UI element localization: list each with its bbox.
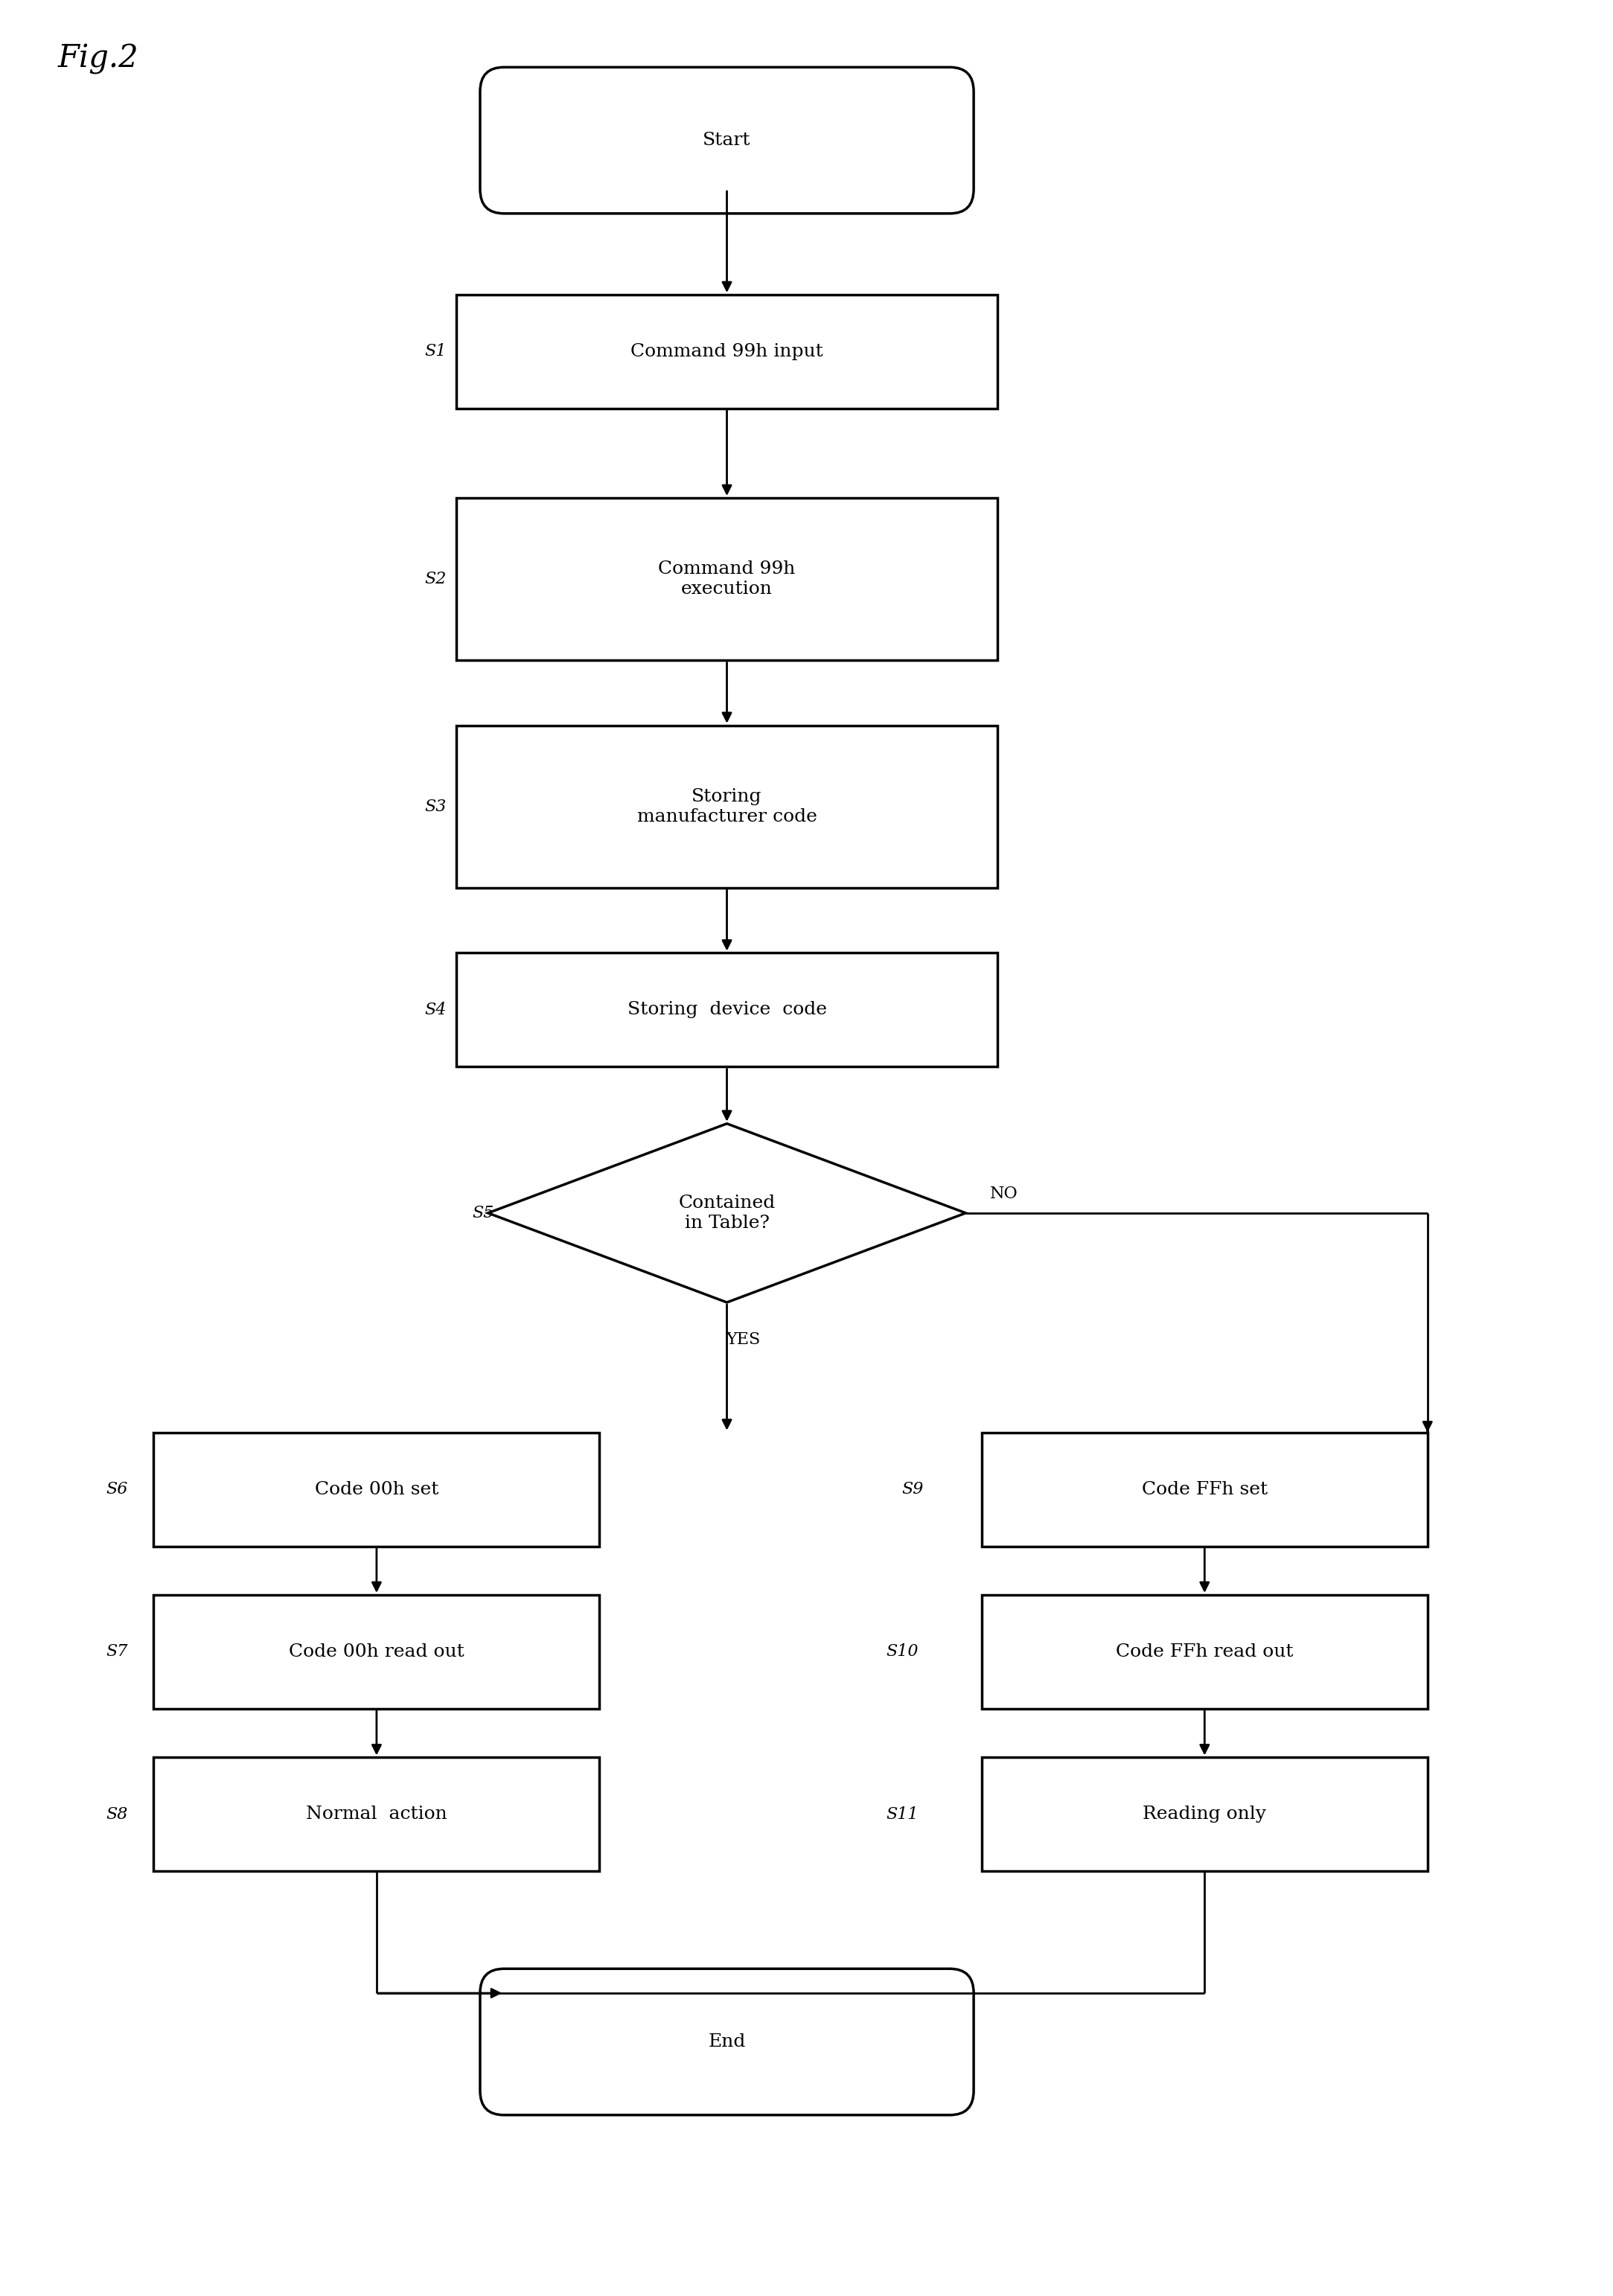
Text: S1: S1 — [424, 344, 447, 360]
Bar — [456, 294, 997, 409]
Text: Start: Start — [703, 131, 752, 149]
Bar — [456, 498, 997, 661]
Bar — [982, 1596, 1428, 1708]
Text: Storing
manufacturer code: Storing manufacturer code — [637, 788, 816, 824]
Text: Code FFh read out: Code FFh read out — [1116, 1644, 1294, 1660]
Bar — [982, 1756, 1428, 1871]
Text: Command 99h input: Command 99h input — [631, 342, 823, 360]
Bar — [456, 726, 997, 889]
Text: S2: S2 — [424, 572, 447, 588]
Text: Code FFh set: Code FFh set — [1142, 1481, 1268, 1497]
Bar — [456, 953, 997, 1068]
Text: End: End — [708, 2034, 745, 2050]
Text: S9: S9 — [902, 1481, 924, 1497]
Text: Storing  device  code: Storing device code — [627, 1001, 826, 1019]
Text: Code 00h set: Code 00h set — [315, 1481, 439, 1497]
Text: S8: S8 — [106, 1807, 127, 1823]
Text: Reading only: Reading only — [1142, 1805, 1266, 1823]
FancyBboxPatch shape — [481, 67, 974, 214]
Text: S5: S5 — [473, 1205, 494, 1221]
Text: S3: S3 — [424, 799, 447, 815]
Polygon shape — [489, 1123, 966, 1302]
Text: Contained
in Table?: Contained in Table? — [679, 1194, 776, 1231]
Text: NO: NO — [990, 1185, 1018, 1201]
Text: Code 00h read out: Code 00h read out — [289, 1644, 465, 1660]
Bar — [153, 1756, 600, 1871]
FancyBboxPatch shape — [481, 1968, 974, 2115]
Bar — [153, 1596, 600, 1708]
Text: S6: S6 — [106, 1481, 127, 1497]
Text: S11: S11 — [886, 1807, 918, 1823]
Text: S7: S7 — [106, 1644, 127, 1660]
Text: S4: S4 — [424, 1001, 447, 1017]
Text: Command 99h
execution: Command 99h execution — [658, 560, 795, 597]
Text: S10: S10 — [886, 1644, 918, 1660]
Text: Normal  action: Normal action — [306, 1805, 447, 1823]
Bar — [982, 1433, 1428, 1545]
Text: Fig.2: Fig.2 — [58, 44, 139, 76]
Bar — [153, 1433, 600, 1545]
Text: YES: YES — [726, 1332, 760, 1348]
